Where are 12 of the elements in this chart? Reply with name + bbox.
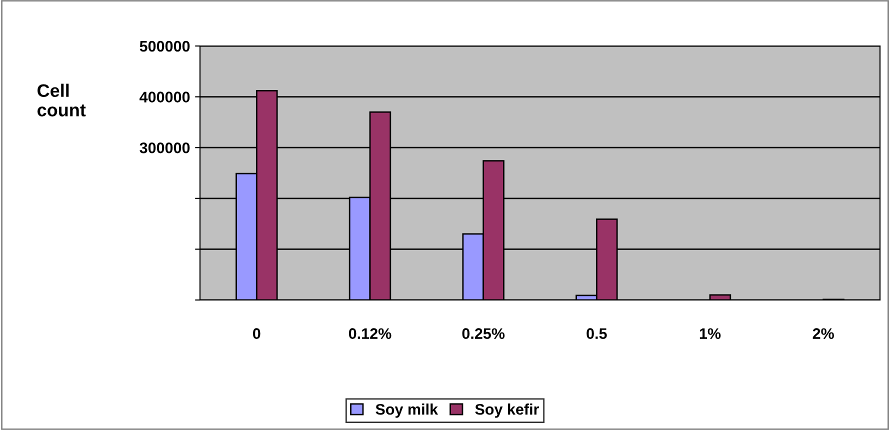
x-tick-label: 0	[253, 328, 260, 339]
legend-label: Soy kefir	[475, 404, 540, 418]
x-tick-label: 0.12%	[348, 328, 392, 339]
x-tick-label: 1%	[700, 328, 721, 339]
y-axis-title: Cell count	[38, 84, 86, 116]
x-tick-label: 0.5	[586, 328, 607, 339]
legend-label: Soy milk	[376, 404, 438, 418]
y-tick-label: 500000	[140, 40, 190, 52]
y-tick-label: 300000	[140, 142, 190, 154]
y-tick-label: 400000	[140, 92, 190, 102]
x-tick-label: 0.25%	[462, 328, 505, 339]
x-tick-label: 2%	[812, 328, 834, 339]
